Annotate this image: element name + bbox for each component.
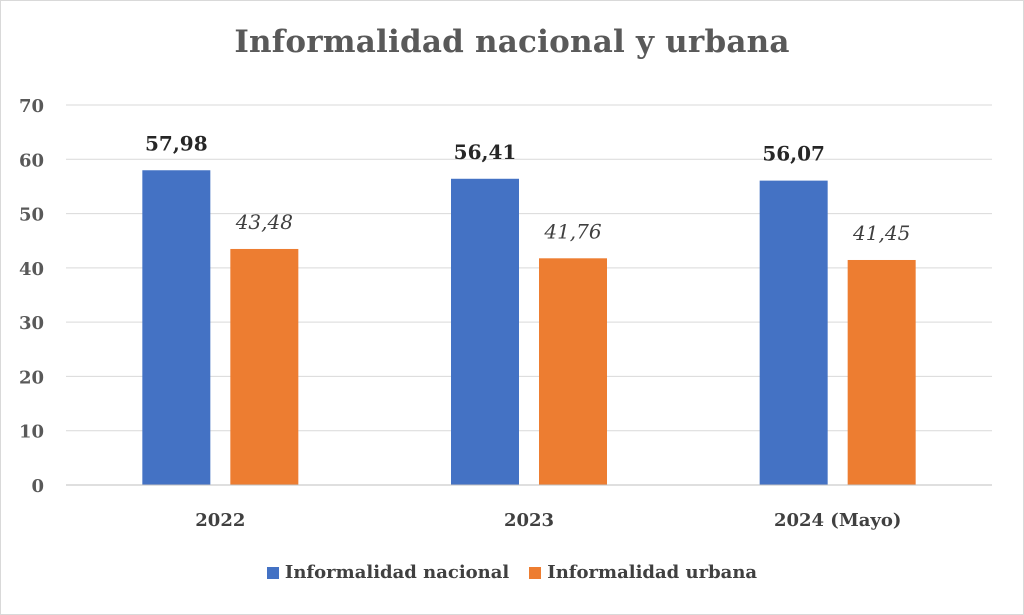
bar-urbana: [539, 258, 607, 485]
bar-nacional: [759, 180, 828, 485]
chart-title: Informalidad nacional y urbana: [234, 24, 790, 60]
bar-urbana: [230, 248, 299, 485]
legend-item-nacional: Informalidad nacional: [266, 562, 510, 583]
legend-label-urbana: Informalidad urbana: [547, 562, 758, 583]
data-label: 41,45: [852, 221, 910, 245]
legend-item-urbana: Informalidad urbana: [529, 562, 757, 583]
bar-nacional: [451, 178, 519, 485]
data-label: 56,41: [454, 140, 517, 164]
x-tick-label: 2024 (Mayo): [774, 510, 901, 531]
data-label: 43,48: [235, 210, 293, 234]
x-tick-label: 2022: [195, 510, 245, 531]
y-tick-label: 70: [19, 96, 44, 117]
x-tick-label: 2023: [504, 510, 554, 531]
legend-label-nacional: Informalidad nacional: [284, 562, 510, 583]
legend: Informalidad nacional Informalidad urban…: [0, 562, 1024, 583]
bar-urbana: [847, 259, 916, 485]
legend-swatch-urbana: [529, 566, 542, 579]
bar-nacional: [142, 170, 211, 485]
y-tick-label: 30: [19, 313, 44, 334]
y-tick-label: 20: [19, 367, 44, 388]
y-tick-label: 50: [19, 205, 44, 226]
legend-swatch-nacional: [266, 566, 279, 579]
y-tick-label: 10: [19, 422, 44, 443]
y-tick-label: 60: [19, 150, 44, 171]
y-tick-label: 40: [19, 259, 44, 280]
data-label: 57,98: [145, 131, 208, 155]
data-label: 41,76: [543, 219, 602, 243]
data-label: 56,07: [762, 142, 825, 166]
y-tick-label: 0: [31, 476, 44, 497]
